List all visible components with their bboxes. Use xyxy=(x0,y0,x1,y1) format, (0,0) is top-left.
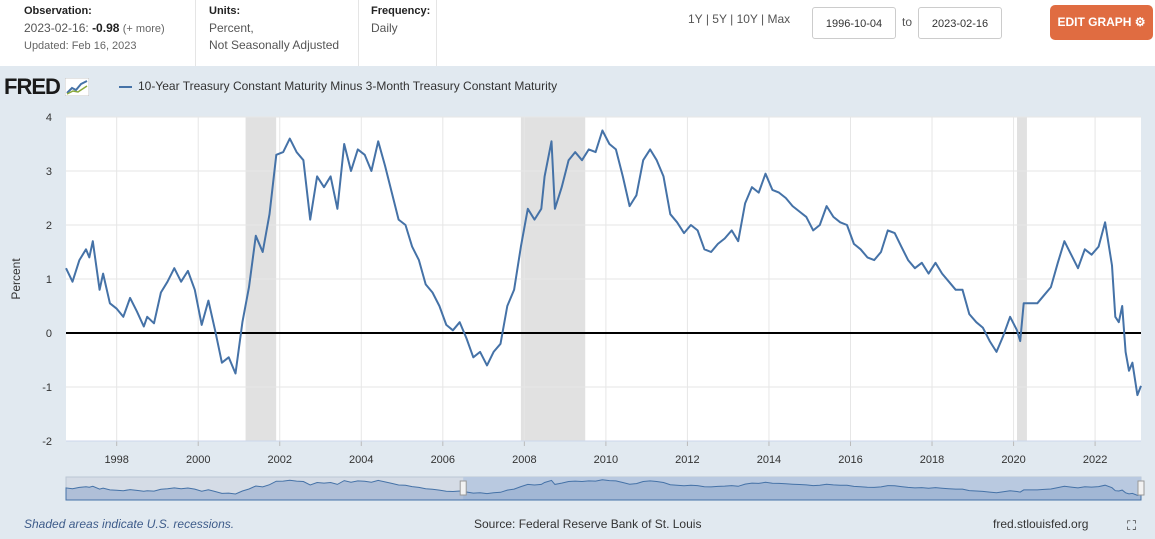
x-tick-label: 2022 xyxy=(1083,454,1107,466)
observation-value: -0.98 xyxy=(92,21,120,35)
y-tick-label: 1 xyxy=(46,274,52,286)
recession-note: Shaded areas indicate U.S. recessions. xyxy=(24,517,235,531)
range-separator: | xyxy=(761,12,765,26)
y-tick-label: 0 xyxy=(46,328,52,340)
fullscreen-icon[interactable]: ⛶ xyxy=(1127,518,1137,533)
observation-more-link[interactable]: (+ more) xyxy=(122,23,165,35)
gear-icon: ⚙ xyxy=(1134,15,1146,29)
observation-date: 2023-02-16: xyxy=(24,21,89,35)
units-label: Units: xyxy=(209,5,241,17)
series-line xyxy=(65,129,1142,397)
divider xyxy=(436,0,437,66)
fred-logo[interactable]: FRED xyxy=(4,74,90,100)
x-tick-label: 2018 xyxy=(920,454,944,466)
x-tick-label: 2004 xyxy=(349,454,373,466)
edit-graph-label: EDIT GRAPH xyxy=(1057,15,1132,29)
x-tick-label: 2016 xyxy=(838,454,862,466)
fred-logo-text: FRED xyxy=(4,74,61,99)
divider xyxy=(195,0,196,66)
navigator-area xyxy=(65,479,1142,501)
y-tick-label: -1 xyxy=(42,382,52,394)
range-separator: | xyxy=(705,12,709,26)
y-axis-label: Percent xyxy=(9,258,23,300)
to-label: to xyxy=(902,15,913,29)
top-bar: Observation: 2023-02-16: -0.98 (+ more) … xyxy=(0,0,1155,66)
divider xyxy=(358,0,359,66)
observation-label: Observation: xyxy=(24,5,92,17)
navigator-handle-right[interactable] xyxy=(1137,480,1145,496)
fred-chart-icon xyxy=(64,77,90,97)
y-tick-label: -2 xyxy=(42,436,52,448)
x-tick-label: 2014 xyxy=(757,454,781,466)
x-tick-label: 2012 xyxy=(675,454,699,466)
x-tick-label: 2010 xyxy=(594,454,618,466)
x-tick-label: 2020 xyxy=(1001,454,1025,466)
x-tick-label: 2008 xyxy=(512,454,536,466)
x-tick-label: 2002 xyxy=(268,454,292,466)
chart-legend: 10-Year Treasury Constant Maturity Minus… xyxy=(119,79,557,93)
range-max-button[interactable]: Max xyxy=(767,12,791,26)
observation-line: 2023-02-16: -0.98 (+ more) xyxy=(24,20,165,38)
range-1y-button[interactable]: 1Y xyxy=(688,12,703,26)
x-tick-label: 1998 xyxy=(104,454,128,466)
end-date-input[interactable]: 2023-02-16 xyxy=(918,7,1002,39)
frequency-label: Frequency: xyxy=(371,5,431,17)
edit-graph-button[interactable]: EDIT GRAPH ⚙ xyxy=(1050,5,1153,40)
legend-series-name: 10-Year Treasury Constant Maturity Minus… xyxy=(138,79,558,93)
updated-text: Updated: Feb 16, 2023 xyxy=(24,40,137,52)
frequency-value: Daily xyxy=(371,21,398,35)
fred-url-link[interactable]: fred.stlouisfed.org xyxy=(993,517,1089,531)
units-line1: Percent, xyxy=(209,21,254,35)
range-10y-button[interactable]: 10Y xyxy=(736,12,758,26)
units-line2: Not Seasonally Adjusted xyxy=(209,38,340,52)
start-date-input[interactable]: 1996-10-04 xyxy=(812,7,896,39)
navigator-handle-left[interactable] xyxy=(459,480,467,496)
range-selector: 1Y | 5Y | 10Y | Max xyxy=(688,12,790,26)
x-tick-label: 2000 xyxy=(186,454,210,466)
frequency-block: Frequency: Daily xyxy=(371,3,430,37)
y-tick-label: 3 xyxy=(46,166,52,178)
source-text: Source: Federal Reserve Bank of St. Loui… xyxy=(474,517,702,531)
range-separator: | xyxy=(730,12,734,26)
observation-block: Observation: 2023-02-16: -0.98 (+ more) … xyxy=(24,3,165,55)
range-5y-button[interactable]: 5Y xyxy=(712,12,727,26)
legend-line-swatch xyxy=(119,85,132,88)
units-block: Units: Percent, Not Seasonally Adjusted xyxy=(209,3,339,54)
y-tick-label: 4 xyxy=(46,112,52,124)
y-tick-label: 2 xyxy=(46,220,52,232)
x-tick-label: 2006 xyxy=(431,454,455,466)
